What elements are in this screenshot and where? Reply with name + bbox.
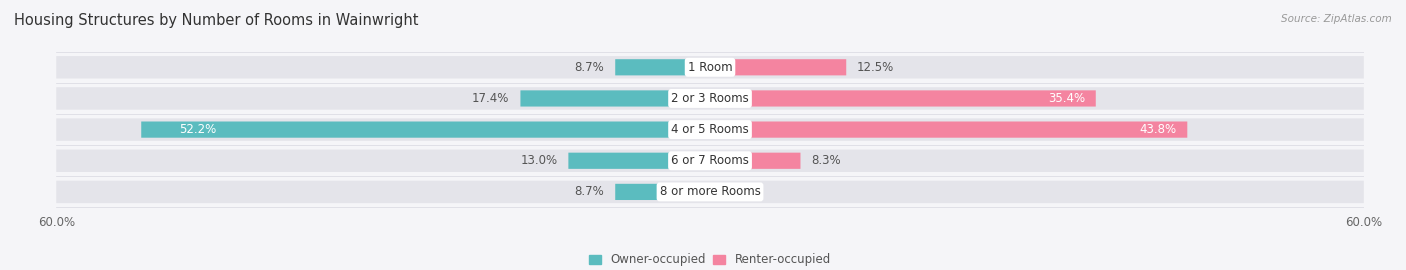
Text: 0.0%: 0.0% [721,185,751,198]
Text: 6 or 7 Rooms: 6 or 7 Rooms [671,154,749,167]
FancyBboxPatch shape [56,87,1364,110]
Text: 35.4%: 35.4% [1047,92,1085,105]
Text: 8.3%: 8.3% [811,154,841,167]
Text: 52.2%: 52.2% [180,123,217,136]
Legend: Owner-occupied, Renter-occupied: Owner-occupied, Renter-occupied [589,253,831,266]
Text: 43.8%: 43.8% [1139,123,1177,136]
FancyBboxPatch shape [616,184,710,200]
FancyBboxPatch shape [56,150,1364,172]
Text: 1 Room: 1 Room [688,61,733,74]
FancyBboxPatch shape [56,118,1364,141]
FancyBboxPatch shape [568,153,710,169]
Text: 13.0%: 13.0% [520,154,558,167]
FancyBboxPatch shape [710,59,846,75]
FancyBboxPatch shape [56,181,1364,203]
FancyBboxPatch shape [141,122,710,138]
Text: Housing Structures by Number of Rooms in Wainwright: Housing Structures by Number of Rooms in… [14,14,419,29]
Text: 17.4%: 17.4% [472,92,509,105]
FancyBboxPatch shape [710,122,1187,138]
FancyBboxPatch shape [710,90,1095,107]
Text: 8.7%: 8.7% [575,61,605,74]
Text: 8 or more Rooms: 8 or more Rooms [659,185,761,198]
Text: Source: ZipAtlas.com: Source: ZipAtlas.com [1281,14,1392,23]
FancyBboxPatch shape [710,153,800,169]
Text: 2 or 3 Rooms: 2 or 3 Rooms [671,92,749,105]
FancyBboxPatch shape [616,59,710,75]
Text: 4 or 5 Rooms: 4 or 5 Rooms [671,123,749,136]
FancyBboxPatch shape [56,56,1364,79]
FancyBboxPatch shape [520,90,710,107]
Text: 12.5%: 12.5% [858,61,894,74]
Text: 8.7%: 8.7% [575,185,605,198]
